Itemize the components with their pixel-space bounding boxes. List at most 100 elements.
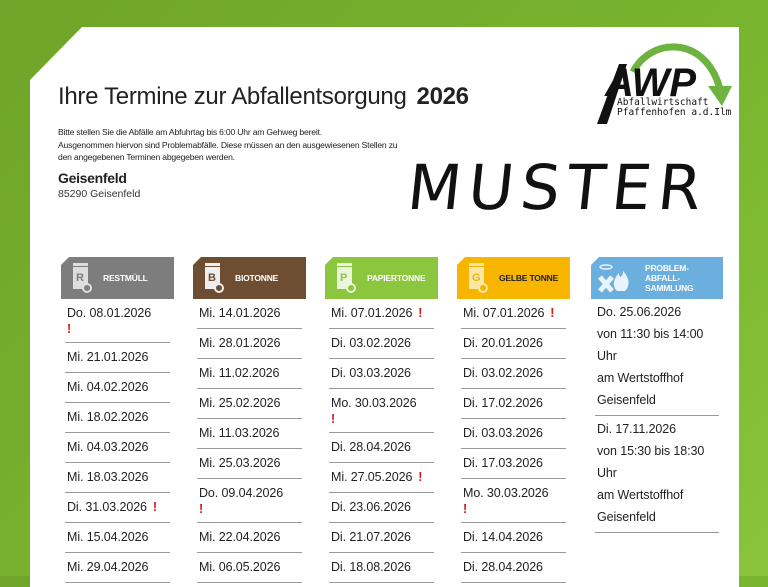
date-entry: Mi. 29.04.2026 — [65, 553, 170, 583]
date-text: Di. 17.03.2026 — [463, 456, 543, 470]
date-entry: Di. 28.04.2026 — [461, 553, 566, 583]
logo-line1: Abfallwirtschaft — [617, 97, 709, 108]
event-time: von 15:30 bis 18:30 Uhr — [597, 444, 705, 480]
header-label: BIOTONNE — [235, 273, 279, 283]
header-restmuell: R RESTMÜLL — [61, 257, 174, 299]
date-entry: Mi. 27.05.2026! — [329, 463, 434, 493]
date-entry: Mi. 15.04.2026 — [65, 523, 170, 553]
hazard-icon — [597, 263, 631, 293]
date-entry: Di. 17.02.2026 — [461, 389, 566, 419]
date-text: Mo. 30.03.2026 — [331, 396, 417, 410]
date-list: Do. 08.01.2026! Mi. 21.01.2026 Mi. 04.02.2… — [61, 299, 174, 583]
bin-icon: B — [203, 263, 225, 293]
alert-icon: ! — [199, 502, 204, 516]
date-list: Mi. 14.01.2026 Mi. 28.01.2026 Mi. 11.02.20… — [193, 299, 306, 583]
date-text: Di. 03.02.2026 — [331, 336, 411, 350]
date-text: Mi. 04.02.2026 — [67, 380, 149, 394]
date-text: Di. 14.04.2026 — [463, 530, 543, 544]
date-text: Mi. 27.05.2026 — [331, 470, 413, 484]
date-text: Mi. 11.02.2026 — [199, 366, 280, 380]
date-entry: Mi. 25.02.2026 — [197, 389, 302, 419]
title-year: 2026 — [416, 83, 470, 110]
svg-text:G: G — [472, 272, 481, 284]
header-label-line: SAMMLUNG — [645, 283, 694, 293]
alert-icon: ! — [418, 306, 423, 320]
bin-icon: G — [467, 263, 489, 293]
header-label: GELBE TONNE — [499, 273, 559, 283]
alert-icon: ! — [418, 470, 423, 484]
date-text: Di. 17.02.2026 — [463, 396, 543, 410]
date-text: Mi. 15.04.2026 — [67, 530, 149, 544]
intro-line: Ausgenommen hiervon sind Problemabfälle.… — [58, 139, 398, 150]
column-problemabfall: PROBLEM- ABFALL- SAMMLUNG Do. 25.06.2026… — [591, 257, 723, 533]
bin-icon: P — [335, 263, 357, 293]
date-text: Mo. 30.03.2026 — [463, 486, 549, 500]
date-entry: Di. 03.03.2026 — [461, 419, 566, 449]
location-name: Geisenfeld — [58, 170, 127, 186]
schedule-panel: Ihre Termine zur Abfallentsorgung 2026 Bi… — [30, 27, 739, 587]
date-text: Di. 03.02.2026 — [463, 366, 543, 380]
date-entry: Mi. 25.03.2026 — [197, 449, 302, 479]
date-text: Mi. 18.03.2026 — [67, 470, 149, 484]
column-restmuell: R RESTMÜLL Do. 08.01.2026! Mi. 21.01.2026… — [61, 257, 174, 583]
date-text: Di. 20.01.2026 — [463, 336, 543, 350]
date-text: Di. 28.04.2026 — [331, 440, 411, 454]
alert-icon: ! — [331, 412, 336, 426]
event-date: Do. 25.06.2026 — [597, 305, 682, 319]
header-label: PAPIERTONNE — [367, 273, 426, 283]
date-text: Mi. 07.01.2026 — [463, 306, 545, 320]
header-papiertonne: P PAPIERTONNE — [325, 257, 438, 299]
date-entry: Mi. 21.01.2026 — [65, 343, 170, 373]
date-text: Mi. 14.01.2026 — [199, 306, 281, 320]
date-entry: Mi. 04.03.2026 — [65, 433, 170, 463]
date-entry: Mi. 07.01.2026! — [461, 299, 566, 329]
date-entry: Di. 03.02.2026 — [329, 329, 434, 359]
date-entry: Di. 21.07.2026 — [329, 523, 434, 553]
header-biotonne: B BIOTONNE — [193, 257, 306, 299]
date-text: Mi. 28.01.2026 — [199, 336, 281, 350]
svg-text:B: B — [208, 272, 216, 284]
date-text: Mi. 07.01.2026 — [331, 306, 413, 320]
alert-icon: ! — [67, 322, 72, 336]
date-text: Do. 08.01.2026 — [67, 306, 152, 320]
date-entry: Do. 08.01.2026! — [65, 299, 170, 343]
date-text: Mi. 18.02.2026 — [67, 410, 149, 424]
date-entry: Mi. 18.03.2026 — [65, 463, 170, 493]
date-entry: Mi. 07.01.2026! — [329, 299, 434, 329]
date-text: Di. 21.07.2026 — [331, 530, 411, 544]
logo-line2: Pfaffenhofen a.d.Ilm — [617, 107, 732, 118]
date-text: Mi. 06.05.2026 — [199, 560, 281, 574]
date-text: Mi. 11.03.2026 — [199, 426, 280, 440]
date-text: Di. 18.08.2026 — [331, 560, 411, 574]
header-label: PROBLEM- ABFALL- SAMMLUNG — [645, 263, 694, 293]
event-time: von 11:30 bis 14:00 Uhr — [597, 327, 704, 363]
bin-icon: R — [71, 263, 93, 293]
problem-event: Di. 17.11.2026 von 15:30 bis 18:30 Uhr a… — [595, 416, 719, 533]
date-entry: Di. 28.04.2026 — [329, 433, 434, 463]
date-text: Mi. 25.03.2026 — [199, 456, 281, 470]
date-text: Di. 03.03.2026 — [331, 366, 411, 380]
date-list: Mi. 07.01.2026! Di. 03.02.2026 Di. 03.03.2… — [325, 299, 438, 583]
date-entry: Mi. 04.02.2026 — [65, 373, 170, 403]
date-entry: Di. 18.08.2026 — [329, 553, 434, 583]
event-place: am Wertstoffhof Geisenfeld — [597, 488, 684, 524]
alert-icon: ! — [550, 306, 555, 320]
date-list: Mi. 07.01.2026! Di. 20.01.2026 Di. 03.02.2… — [457, 299, 570, 583]
date-entry: Mi. 22.04.2026 — [197, 523, 302, 553]
date-text: Mi. 25.02.2026 — [199, 396, 281, 410]
date-text: Di. 28.04.2026 — [463, 560, 543, 574]
svg-text:R: R — [76, 272, 84, 284]
svg-text:P: P — [340, 272, 347, 284]
header-label: RESTMÜLL — [103, 273, 148, 283]
alert-icon: ! — [463, 502, 468, 516]
problem-event: Do. 25.06.2026 von 11:30 bis 14:00 Uhr a… — [595, 299, 719, 416]
page-title: Ihre Termine zur Abfallentsorgung 2026 — [58, 83, 469, 111]
date-entry: Di. 14.04.2026 — [461, 523, 566, 553]
date-entry: Di. 17.03.2026 — [461, 449, 566, 479]
date-text: Di. 23.06.2026 — [331, 500, 411, 514]
column-gelbe-tonne: G GELBE TONNE Mi. 07.01.2026! Di. 20.01.2… — [457, 257, 570, 583]
date-entry: Mi. 28.01.2026 — [197, 329, 302, 359]
header-gelbe-tonne: G GELBE TONNE — [457, 257, 570, 299]
date-text: Mi. 04.03.2026 — [67, 440, 149, 454]
date-text: Mi. 29.04.2026 — [67, 560, 149, 574]
